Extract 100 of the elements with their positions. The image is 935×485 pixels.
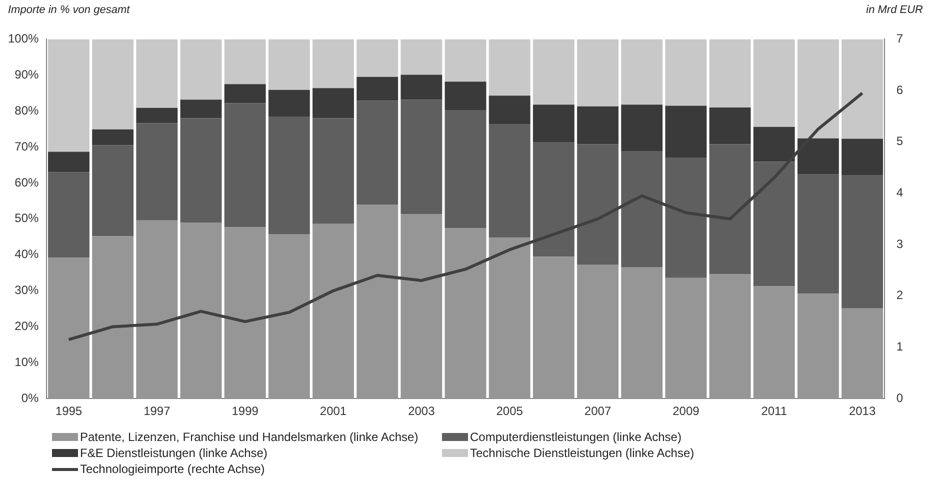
bar [444, 228, 486, 399]
y-tick-label: 10% [14, 354, 40, 369]
bar [753, 39, 795, 127]
legend-label: Technische Dienstleistungen (linke Achse) [470, 446, 694, 460]
bar [92, 129, 134, 146]
y2-tick-label: 6 [896, 82, 904, 97]
bar [180, 39, 222, 100]
bar [48, 39, 90, 152]
y2-tick-label: 4 [896, 186, 904, 200]
bar [224, 84, 266, 104]
y2-tick-label: 0 [896, 390, 904, 405]
y-tick-label: 50% [14, 211, 40, 226]
bar [709, 107, 751, 144]
y-tick-label: 60% [14, 175, 40, 190]
bar [444, 82, 486, 110]
bar [268, 90, 310, 116]
bar [532, 256, 574, 399]
bar [842, 39, 884, 139]
bar [665, 278, 707, 399]
legend-label: Patente, Lizenzen, Franchise und Handelsmarken (linke Achse) [80, 430, 418, 444]
bar [621, 267, 663, 399]
bar [709, 144, 751, 274]
bar [797, 138, 839, 174]
bar [268, 234, 310, 399]
bar [312, 88, 354, 118]
y-tick-label: 0% [21, 390, 40, 405]
y-tick-label: 20% [14, 319, 40, 334]
bar [356, 76, 398, 101]
bar [488, 39, 530, 96]
bar [488, 124, 530, 238]
x-tick-label: 2001 [320, 404, 347, 418]
bar [136, 39, 178, 108]
x-tick-label: 2013 [848, 404, 876, 418]
y-tick-label: 80% [14, 103, 40, 118]
y-axis-title: Importe in % von gesamt [8, 4, 130, 16]
bar [92, 145, 134, 236]
y2-axis-title: in Mrd EUR [866, 4, 923, 16]
bar [224, 227, 266, 399]
bar [621, 104, 663, 151]
bar [180, 222, 222, 399]
legend-label: Computerdienstleistungen (linke Achse) [470, 430, 682, 444]
bar [224, 39, 266, 84]
bar [577, 106, 618, 144]
bar [665, 39, 707, 106]
bar [842, 175, 884, 308]
bar [92, 236, 134, 399]
bar [797, 294, 839, 399]
x-tick-label: 2007 [584, 404, 612, 418]
bar [356, 100, 398, 205]
bar [136, 108, 178, 124]
bar [136, 220, 178, 399]
bar [400, 214, 442, 399]
bar [621, 39, 663, 105]
bar [665, 157, 707, 278]
bar [400, 39, 442, 75]
bar [532, 142, 574, 257]
bar [268, 116, 310, 234]
bar [312, 118, 354, 224]
bar [532, 39, 574, 105]
bar [577, 264, 618, 399]
bar [621, 150, 663, 268]
y2-tick-label: 2 [896, 288, 904, 302]
bar [753, 126, 795, 162]
y-tick-label: 90% [14, 67, 40, 82]
bar [312, 39, 354, 88]
x-tick-label: 1997 [144, 404, 171, 418]
y2-tick-label: 1 [896, 340, 904, 354]
bar [312, 224, 354, 399]
bar [356, 204, 398, 399]
y-tick-label: 30% [14, 283, 40, 298]
y-tick-label: 70% [14, 139, 40, 154]
bar [136, 123, 178, 220]
bar [753, 286, 795, 399]
bar [577, 39, 618, 106]
bar [48, 172, 90, 258]
legend-label: F&E Dienstleistungen (linke Achse) [80, 446, 268, 460]
y2-tick-label: 5 [896, 134, 904, 148]
bar [180, 100, 222, 118]
bar [48, 152, 90, 172]
bar [753, 162, 795, 286]
bar [400, 100, 442, 214]
bar [224, 103, 266, 228]
bar [356, 39, 398, 77]
x-tick-label: 2009 [672, 404, 700, 418]
x-tick-label: 1995 [55, 404, 82, 418]
bar [268, 39, 310, 90]
bar [48, 258, 90, 399]
bar [797, 39, 839, 138]
bar [444, 110, 486, 228]
y2-tick-label: 3 [896, 236, 904, 251]
bar [444, 39, 486, 82]
x-tick-label: 1999 [232, 404, 259, 418]
x-tick-label: 2005 [496, 404, 524, 418]
bar [488, 96, 530, 124]
bar [577, 144, 618, 265]
bar [92, 39, 134, 130]
bar [665, 106, 707, 158]
bar [532, 104, 574, 142]
x-tick-label: 2003 [408, 404, 436, 418]
y-tick-label: 40% [14, 247, 40, 262]
